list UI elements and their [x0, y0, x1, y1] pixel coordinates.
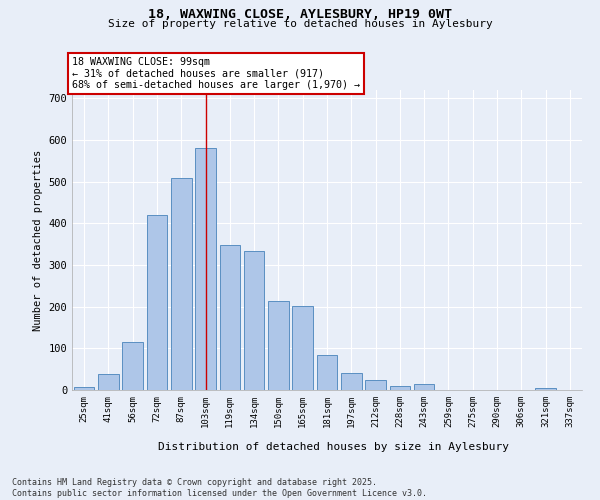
Bar	[195, 148, 216, 390]
Text: 18, WAXWING CLOSE, AYLESBURY, HP19 0WT: 18, WAXWING CLOSE, AYLESBURY, HP19 0WT	[148, 8, 452, 20]
Bar	[98, 374, 119, 390]
Bar	[365, 380, 386, 390]
Bar	[220, 245, 240, 390]
Text: Size of property relative to detached houses in Aylesbury: Size of property relative to detached ho…	[107, 19, 493, 29]
Bar	[171, 178, 191, 390]
Bar	[535, 388, 556, 390]
Bar	[414, 384, 434, 390]
Bar	[317, 354, 337, 390]
Bar	[74, 386, 94, 390]
Text: Distribution of detached houses by size in Aylesbury: Distribution of detached houses by size …	[158, 442, 509, 452]
Bar	[122, 342, 143, 390]
Bar	[244, 251, 265, 390]
Bar	[268, 301, 289, 390]
Text: 18 WAXWING CLOSE: 99sqm
← 31% of detached houses are smaller (917)
68% of semi-d: 18 WAXWING CLOSE: 99sqm ← 31% of detache…	[72, 57, 360, 90]
Bar	[341, 374, 362, 390]
Y-axis label: Number of detached properties: Number of detached properties	[33, 150, 43, 330]
Bar	[292, 306, 313, 390]
Bar	[389, 386, 410, 390]
Bar	[146, 215, 167, 390]
Text: Contains HM Land Registry data © Crown copyright and database right 2025.
Contai: Contains HM Land Registry data © Crown c…	[12, 478, 427, 498]
